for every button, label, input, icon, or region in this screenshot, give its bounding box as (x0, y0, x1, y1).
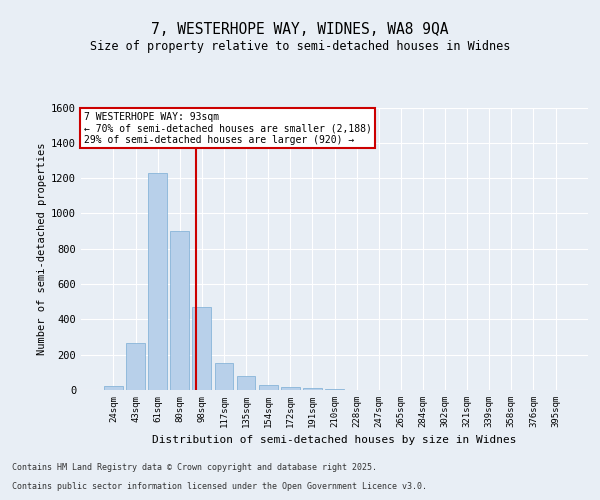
Text: Size of property relative to semi-detached houses in Widnes: Size of property relative to semi-detach… (90, 40, 510, 53)
Text: Contains public sector information licensed under the Open Government Licence v3: Contains public sector information licen… (12, 482, 427, 491)
Bar (236, 376, 256, 390)
Bar (303, 388, 322, 390)
Text: 7, WESTERHOPE WAY, WIDNES, WA8 9QA: 7, WESTERHOPE WAY, WIDNES, WA8 9QA (151, 22, 449, 38)
Bar (281, 387, 299, 390)
Y-axis label: Number of semi-detached properties: Number of semi-detached properties (37, 142, 47, 355)
Bar (148, 173, 167, 390)
Text: Contains HM Land Registry data © Crown copyright and database right 2025.: Contains HM Land Registry data © Crown c… (12, 464, 377, 472)
Bar (126, 343, 145, 390)
Bar (259, 385, 278, 390)
Bar (215, 362, 233, 390)
Bar (325, 389, 344, 390)
Bar (104, 386, 123, 390)
Bar (193, 307, 211, 390)
Text: 7 WESTERHOPE WAY: 93sqm
← 70% of semi-detached houses are smaller (2,188)
29% of: 7 WESTERHOPE WAY: 93sqm ← 70% of semi-de… (83, 112, 371, 145)
X-axis label: Distribution of semi-detached houses by size in Widnes: Distribution of semi-detached houses by … (152, 436, 517, 446)
Bar (170, 231, 189, 390)
